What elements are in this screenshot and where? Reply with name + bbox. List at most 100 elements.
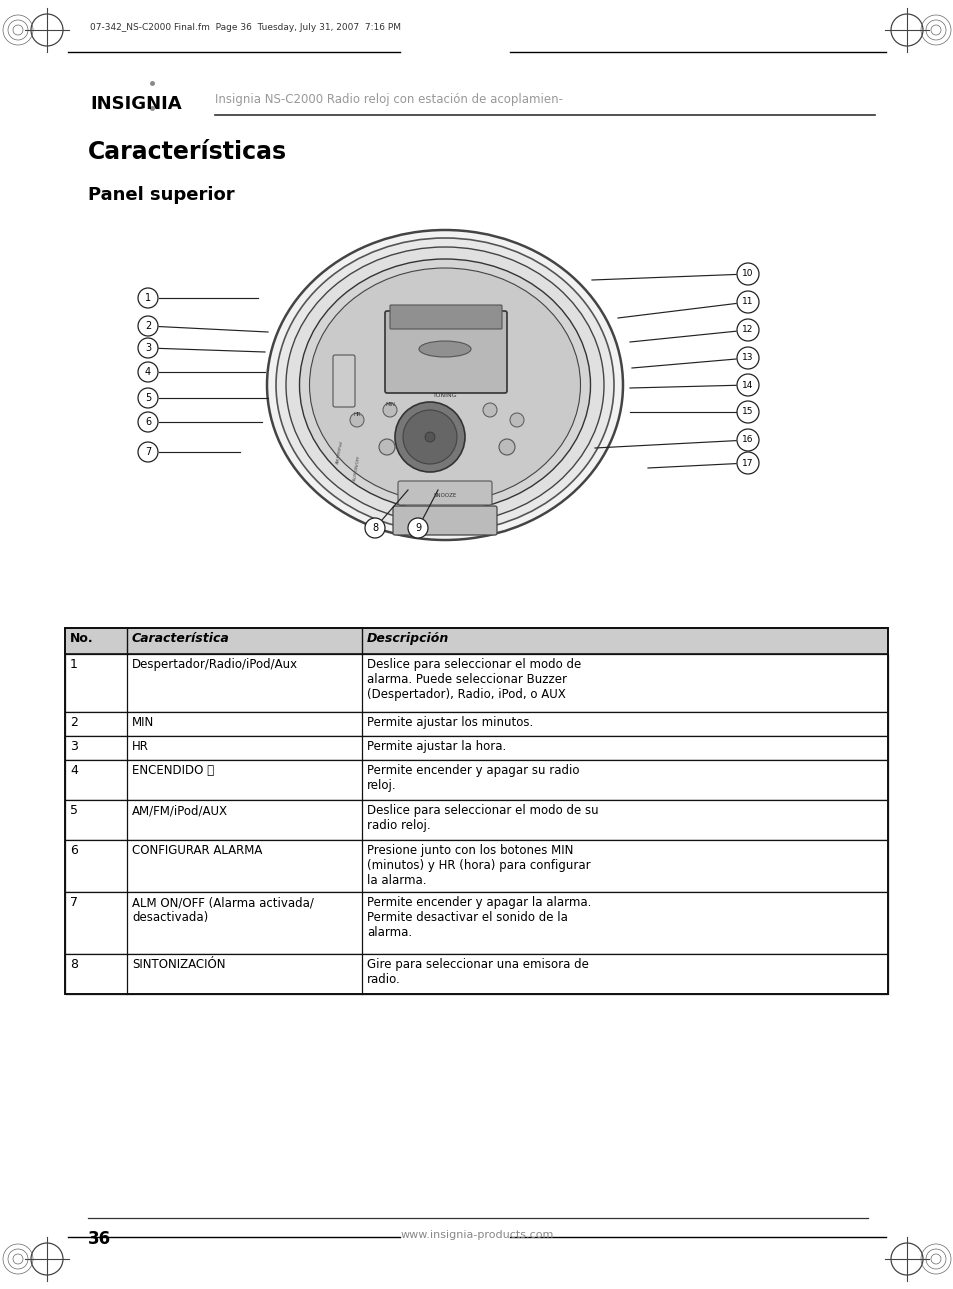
Text: 2: 2: [145, 321, 151, 331]
Text: 14: 14: [741, 380, 753, 389]
Circle shape: [138, 287, 158, 308]
Ellipse shape: [275, 238, 614, 532]
Bar: [65, 892, 887, 954]
Text: MIN: MIN: [385, 402, 395, 407]
Text: HR: HR: [132, 740, 149, 753]
Text: SINTONIZACIÓN: SINTONIZACIÓN: [132, 958, 225, 971]
Text: SNOOZE: SNOOZE: [433, 492, 456, 498]
Text: 11: 11: [741, 298, 753, 307]
FancyBboxPatch shape: [385, 311, 506, 393]
Text: Descripción: Descripción: [367, 632, 449, 644]
Text: Permite encender y apagar su radio
reloj.: Permite encender y apagar su radio reloj…: [367, 764, 578, 791]
Circle shape: [365, 518, 385, 538]
Text: No.: No.: [70, 632, 93, 644]
Text: Permite ajustar los minutos.: Permite ajustar los minutos.: [367, 715, 533, 730]
Text: 4: 4: [145, 367, 151, 376]
Text: 2: 2: [70, 715, 78, 730]
Bar: [65, 736, 887, 761]
Text: Despertador/Radio/iPod/Aux: Despertador/Radio/iPod/Aux: [132, 657, 297, 672]
Ellipse shape: [299, 259, 590, 510]
Text: CONFIGURAR ALARMA: CONFIGURAR ALARMA: [132, 844, 262, 857]
Text: INSIGNIA: INSIGNIA: [90, 95, 181, 113]
Bar: [65, 800, 887, 840]
Text: 9: 9: [415, 523, 420, 532]
Circle shape: [424, 432, 435, 442]
Bar: [65, 628, 887, 654]
Circle shape: [408, 518, 428, 538]
Text: Presione junto con los botones MIN
(minutos) y HR (hora) para configurar
la alar: Presione junto con los botones MIN (minu…: [367, 844, 590, 887]
FancyBboxPatch shape: [390, 305, 501, 329]
Text: 36: 36: [88, 1230, 111, 1248]
Circle shape: [482, 403, 497, 418]
Ellipse shape: [418, 342, 471, 357]
Circle shape: [138, 412, 158, 432]
Circle shape: [350, 412, 364, 427]
FancyBboxPatch shape: [393, 507, 497, 535]
Text: 12: 12: [741, 326, 753, 335]
Text: 6: 6: [145, 418, 151, 427]
Circle shape: [737, 347, 759, 369]
Bar: [65, 954, 887, 994]
Text: 8: 8: [372, 523, 377, 532]
Bar: [65, 712, 887, 736]
Circle shape: [737, 452, 759, 474]
Text: Permite ajustar la hora.: Permite ajustar la hora.: [367, 740, 506, 753]
Text: AM/FM/iPod/AUX: AM/FM/iPod/AUX: [132, 804, 228, 817]
Text: 13: 13: [741, 353, 753, 362]
Circle shape: [138, 338, 158, 358]
Text: TUNING: TUNING: [433, 393, 456, 398]
Text: Permite encender y apagar la alarma.
Permite desactivar el sonido de la
alarma.: Permite encender y apagar la alarma. Per…: [367, 896, 591, 938]
Text: Deslice para seleccionar el modo de su
radio reloj.: Deslice para seleccionar el modo de su r…: [367, 804, 598, 831]
Circle shape: [498, 440, 515, 455]
Circle shape: [402, 410, 456, 464]
Bar: [65, 840, 887, 892]
Circle shape: [737, 318, 759, 342]
Text: 7: 7: [70, 896, 78, 909]
Text: 15: 15: [741, 407, 753, 416]
Circle shape: [737, 263, 759, 285]
Text: HR: HR: [353, 412, 360, 418]
Text: 6: 6: [70, 844, 78, 857]
Text: www.insignia-products.com: www.insignia-products.com: [400, 1230, 553, 1240]
Text: AM/FM/iPod: AM/FM/iPod: [335, 440, 344, 464]
Circle shape: [138, 388, 158, 409]
Text: 5: 5: [70, 804, 78, 817]
Text: ALM ON/OFF: ALM ON/OFF: [353, 455, 361, 481]
Bar: [65, 654, 887, 712]
Text: Panel superior: Panel superior: [88, 186, 234, 204]
Text: ENCENDIDO ⏻: ENCENDIDO ⏻: [132, 764, 213, 777]
Circle shape: [737, 401, 759, 423]
Circle shape: [395, 402, 464, 472]
Circle shape: [138, 442, 158, 461]
Circle shape: [510, 412, 523, 427]
Text: 7: 7: [145, 447, 151, 458]
Text: 1: 1: [70, 657, 78, 672]
Text: 5: 5: [145, 393, 151, 403]
Circle shape: [378, 440, 395, 455]
Text: Gire para seleccionar una emisora de
radio.: Gire para seleccionar una emisora de rad…: [367, 958, 588, 986]
Ellipse shape: [286, 247, 603, 523]
FancyBboxPatch shape: [333, 354, 355, 407]
Text: Insignia NS-C2000 Radio reloj con estación de acoplamien-: Insignia NS-C2000 Radio reloj con estaci…: [214, 93, 562, 106]
Ellipse shape: [309, 268, 579, 501]
Text: 07-342_NS-C2000 Final.fm  Page 36  Tuesday, July 31, 2007  7:16 PM: 07-342_NS-C2000 Final.fm Page 36 Tuesday…: [90, 23, 400, 32]
Text: Característica: Característica: [132, 632, 230, 644]
Text: 4: 4: [70, 764, 78, 777]
Circle shape: [382, 403, 396, 418]
Text: Deslice para seleccionar el modo de
alarma. Puede seleccionar Buzzer
(Despertado: Deslice para seleccionar el modo de alar…: [367, 657, 580, 701]
Circle shape: [138, 362, 158, 382]
Bar: [65, 761, 887, 800]
Text: 16: 16: [741, 436, 753, 445]
Bar: [65, 628, 887, 994]
Text: 8: 8: [70, 958, 78, 971]
Text: 3: 3: [70, 740, 78, 753]
Text: 1: 1: [145, 293, 151, 303]
Text: Características: Características: [88, 141, 287, 164]
Text: 17: 17: [741, 459, 753, 468]
Circle shape: [737, 291, 759, 313]
Circle shape: [737, 429, 759, 451]
Text: 3: 3: [145, 343, 151, 353]
Text: MIN: MIN: [132, 715, 154, 730]
Circle shape: [737, 374, 759, 396]
Ellipse shape: [267, 229, 622, 540]
